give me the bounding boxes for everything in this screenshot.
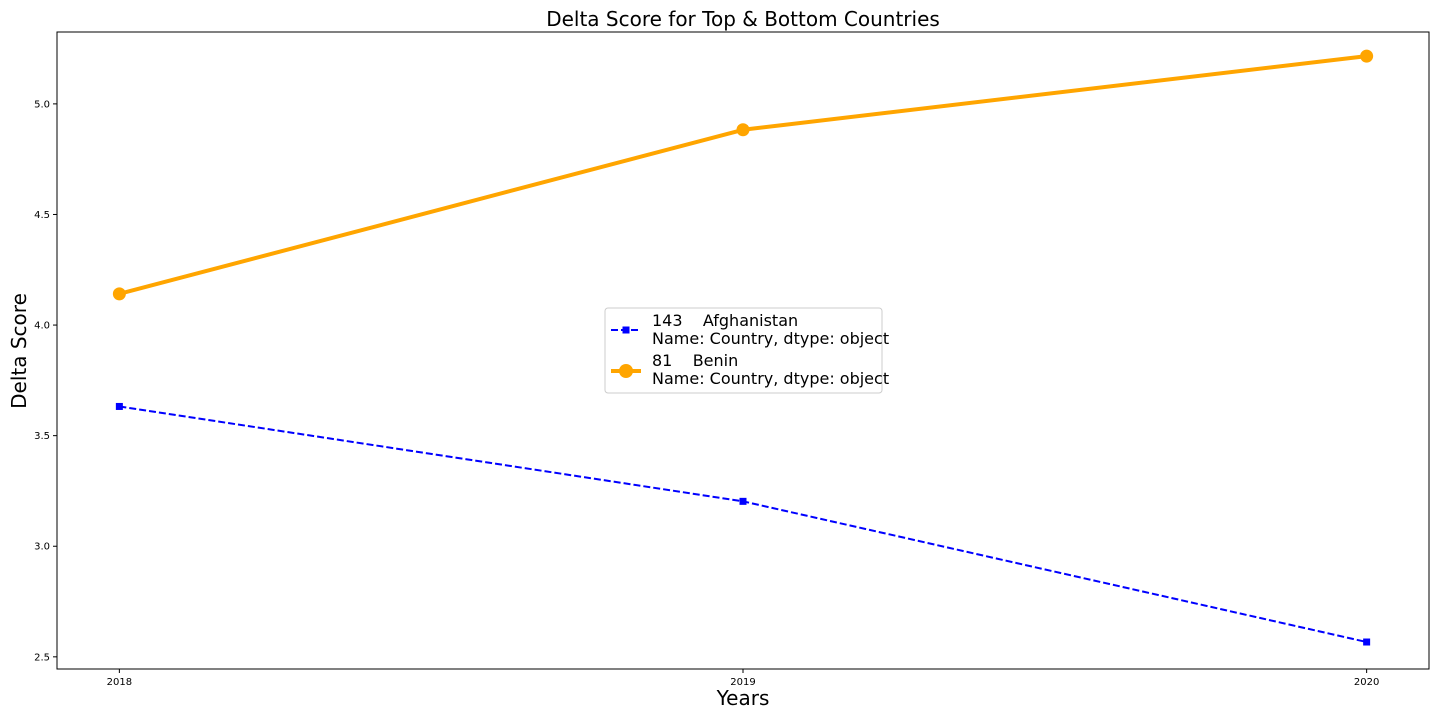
data-point-benin — [112, 287, 126, 301]
legend-label-benin: 81 Benin — [652, 351, 738, 370]
legend-label-afghanistan: 143 Afghanistan — [652, 311, 798, 330]
x-tick-label: 2019 — [730, 677, 755, 688]
legend-marker-benin — [619, 364, 633, 378]
y-axis: 2.5 3.0 3.5 4.0 4.5 5.0 — [34, 99, 57, 663]
y-tick-label: 3.0 — [34, 542, 50, 553]
data-point-benin — [736, 123, 750, 137]
data-point-afghanistan — [1363, 638, 1371, 646]
y-tick-label: 2.5 — [34, 652, 50, 663]
data-point-afghanistan — [115, 402, 123, 410]
chart-title: Delta Score for Top & Bottom Countries — [546, 7, 940, 31]
y-tick-label: 4.5 — [34, 210, 50, 221]
y-tick-label: 5.0 — [34, 99, 50, 110]
legend: 143 Afghanistan Name: Country, dtype: ob… — [604, 307, 889, 394]
legend-entry-afghanistan: 143 Afghanistan Name: Country, dtype: ob… — [611, 311, 889, 348]
legend-entry-benin: 81 Benin Name: Country, dtype: object — [611, 351, 889, 388]
legend-label-benin-line2: Name: Country, dtype: object — [652, 369, 889, 388]
series-layer — [112, 49, 1374, 646]
y-tick-label: 3.5 — [34, 431, 50, 442]
legend-box — [604, 307, 883, 394]
x-axis-label: Years — [716, 686, 770, 710]
legend-label-afghanistan-line2: Name: Country, dtype: object — [652, 329, 889, 348]
data-point-benin — [1360, 49, 1374, 63]
x-axis: 2018 2019 2020 — [107, 669, 1379, 688]
y-tick-label: 4.0 — [34, 321, 50, 332]
x-tick-label: 2020 — [1354, 677, 1379, 688]
data-point-afghanistan — [739, 497, 747, 505]
x-tick-label: 2018 — [107, 677, 132, 688]
legend-marker-afghanistan — [622, 326, 630, 334]
y-axis-label: Delta Score — [7, 293, 31, 409]
